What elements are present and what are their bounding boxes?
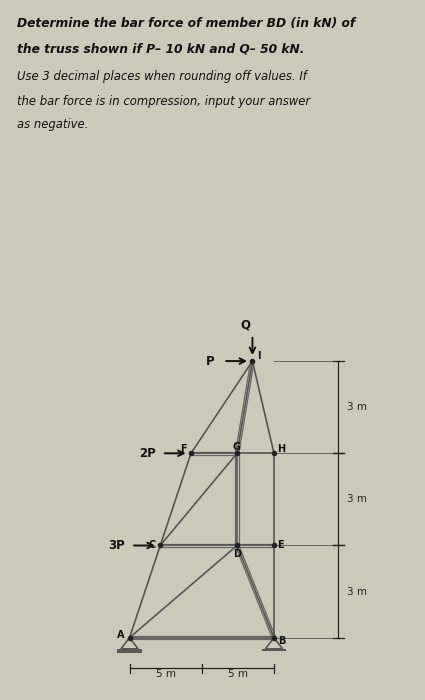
Text: G: G [232,442,240,452]
Text: 2P: 2P [139,447,156,460]
Text: 3P: 3P [108,539,125,552]
Text: I: I [258,351,261,360]
Text: 5 m: 5 m [156,669,176,679]
Text: the bar force is in compression, input your answer: the bar force is in compression, input y… [17,94,310,108]
Text: C: C [148,540,155,550]
Text: 3 m: 3 m [347,587,367,596]
Text: F: F [180,444,187,454]
Text: D: D [233,549,241,559]
Text: P: P [206,355,214,368]
Text: A: A [117,629,125,640]
Text: 3 m: 3 m [347,402,367,412]
Text: B: B [278,636,285,646]
Text: the truss shown if P– 10 kN and Q– 50 kN.: the truss shown if P– 10 kN and Q– 50 kN… [17,42,304,55]
Text: Q: Q [241,319,251,332]
Text: as negative.: as negative. [17,118,88,131]
Text: E: E [278,540,284,550]
Text: Use 3 decimal places when rounding off values. If: Use 3 decimal places when rounding off v… [17,70,307,83]
Text: Determine the bar force of member BD (in kN) of: Determine the bar force of member BD (in… [17,18,355,31]
Text: 3 m: 3 m [347,494,367,505]
Text: 5 m: 5 m [228,669,248,679]
Text: H: H [278,444,286,454]
